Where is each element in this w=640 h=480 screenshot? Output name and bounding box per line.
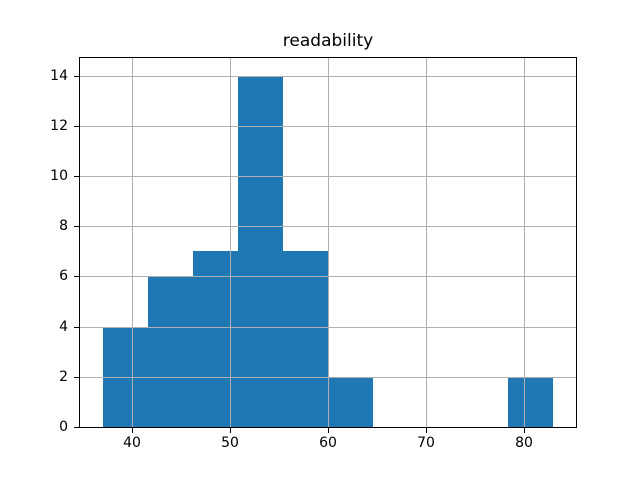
y-tick-mark	[74, 376, 79, 378]
gridline-vertical	[230, 58, 231, 427]
gridline-horizontal	[80, 125, 576, 127]
gridline-vertical	[328, 58, 329, 427]
histogram-bar	[147, 276, 193, 427]
y-tick-mark	[74, 226, 79, 228]
y-tick-label: 0	[59, 419, 68, 435]
y-tick-label: 14	[50, 67, 68, 84]
chart-title: readability	[282, 31, 374, 51]
y-tick-mark	[74, 326, 79, 328]
y-tick-label: 6	[59, 268, 68, 285]
gridline-horizontal	[80, 226, 576, 228]
plot-area	[79, 57, 577, 428]
x-tick-mark	[426, 428, 427, 433]
x-tick-label: 70	[417, 435, 435, 451]
y-tick-label: 8	[59, 218, 68, 235]
histogram-bar	[102, 326, 148, 427]
gridline-horizontal	[80, 326, 576, 328]
gridline-vertical	[132, 58, 133, 427]
histogram-bar	[328, 376, 374, 427]
x-tick-mark	[230, 428, 231, 433]
x-tick-label: 80	[515, 435, 533, 451]
gridline-horizontal	[80, 75, 576, 77]
y-tick-label: 12	[50, 117, 68, 134]
y-tick-mark	[74, 125, 79, 127]
x-tick-mark	[328, 428, 329, 433]
x-tick-mark	[524, 428, 525, 433]
y-tick-mark	[74, 276, 79, 278]
gridline-horizontal	[80, 276, 576, 278]
x-tick-label: 50	[221, 435, 239, 451]
y-tick-label: 4	[59, 318, 68, 335]
histogram-bar	[237, 75, 283, 427]
x-tick-label: 40	[123, 435, 141, 451]
histogram-bar	[192, 251, 238, 427]
x-tick-label: 60	[319, 435, 337, 451]
x-tick-mark	[132, 428, 133, 433]
y-tick-mark	[74, 427, 79, 428]
y-tick-mark	[74, 176, 79, 177]
histogram-bar	[508, 376, 554, 427]
y-tick-label: 10	[50, 168, 68, 184]
gridline-vertical	[524, 58, 525, 427]
gridline-vertical	[426, 58, 427, 427]
y-tick-mark	[74, 75, 79, 77]
gridline-horizontal	[80, 176, 576, 177]
y-tick-label: 2	[59, 368, 68, 385]
gridline-horizontal	[80, 376, 576, 378]
histogram-bar	[282, 251, 328, 427]
